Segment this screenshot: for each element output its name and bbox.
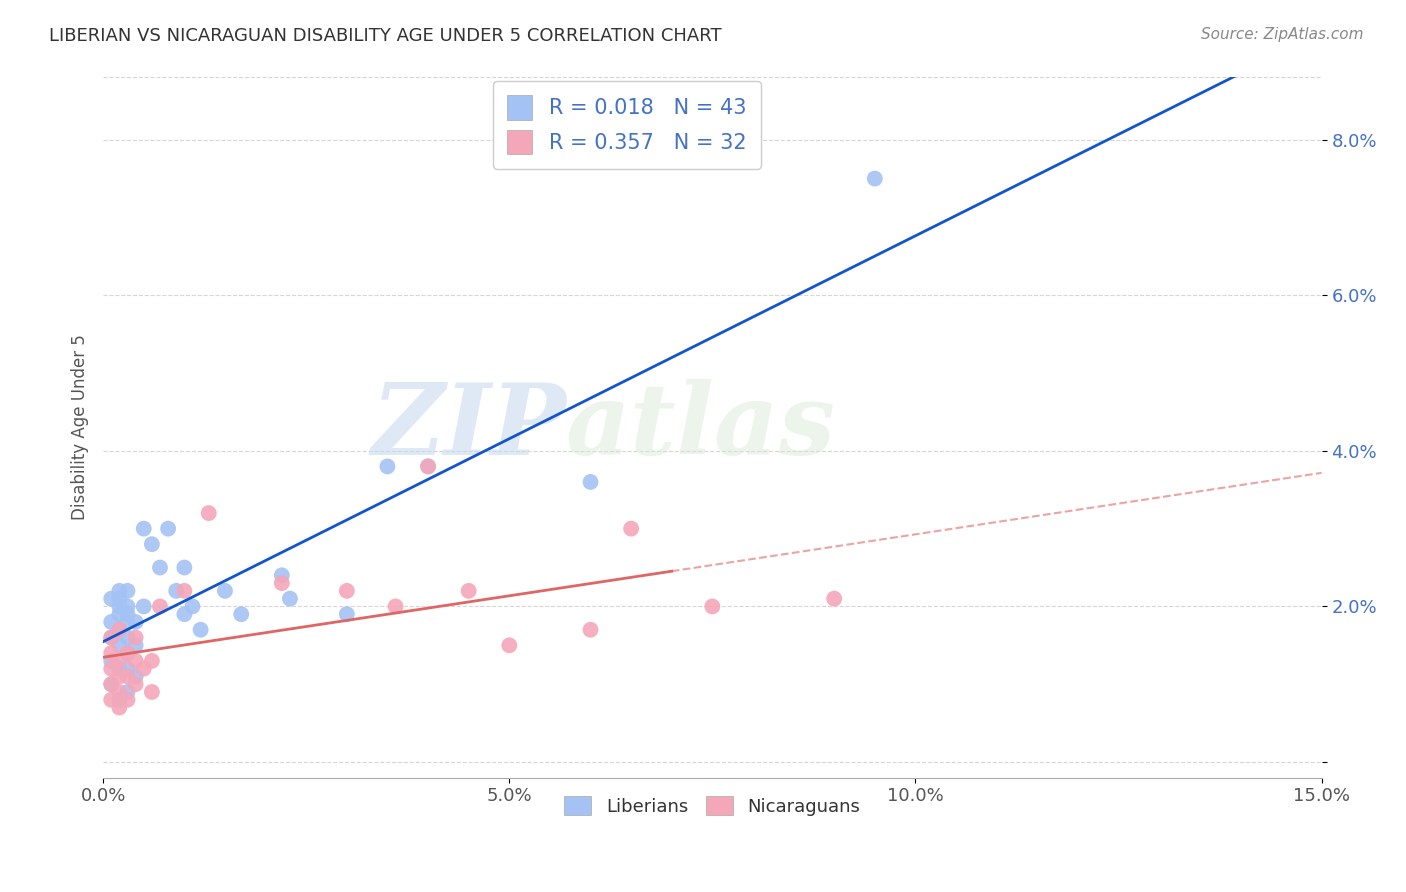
Point: [197, 506, 219, 520]
Point: [270, 568, 292, 582]
Point: [141, 537, 163, 551]
Point: [190, 623, 212, 637]
Point: [100, 677, 122, 691]
Point: [149, 599, 172, 614]
Point: [100, 591, 122, 606]
Point: [863, 171, 886, 186]
Point: [100, 646, 122, 660]
Point: [100, 631, 122, 645]
Point: [132, 522, 155, 536]
Point: [100, 662, 122, 676]
Point: [149, 560, 172, 574]
Point: [108, 623, 131, 637]
Point: [100, 654, 122, 668]
Point: [384, 599, 406, 614]
Point: [117, 669, 139, 683]
Text: ZIP: ZIP: [371, 379, 567, 475]
Text: Source: ZipAtlas.com: Source: ZipAtlas.com: [1201, 27, 1364, 42]
Text: atlas: atlas: [567, 379, 837, 475]
Point: [108, 700, 131, 714]
Point: [117, 607, 139, 622]
Point: [457, 583, 479, 598]
Point: [124, 677, 146, 691]
Point: [100, 615, 122, 629]
Point: [117, 599, 139, 614]
Point: [132, 662, 155, 676]
Point: [165, 583, 187, 598]
Point: [108, 685, 131, 699]
Point: [108, 623, 131, 637]
Point: [416, 459, 439, 474]
Point: [124, 638, 146, 652]
Y-axis label: Disability Age Under 5: Disability Age Under 5: [72, 334, 89, 520]
Point: [108, 599, 131, 614]
Point: [416, 459, 439, 474]
Point: [100, 631, 122, 645]
Point: [117, 615, 139, 629]
Point: [173, 560, 195, 574]
Point: [108, 662, 131, 676]
Point: [100, 677, 122, 691]
Point: [117, 692, 139, 706]
Point: [108, 607, 131, 622]
Point: [108, 654, 131, 668]
Point: [108, 692, 131, 706]
Legend: Liberians, Nicaraguans: Liberians, Nicaraguans: [555, 787, 869, 824]
Point: [498, 638, 520, 652]
Point: [108, 669, 131, 683]
Point: [278, 591, 301, 606]
Point: [117, 583, 139, 598]
Point: [117, 646, 139, 660]
Point: [117, 662, 139, 676]
Point: [117, 631, 139, 645]
Point: [173, 607, 195, 622]
Point: [270, 576, 292, 591]
Point: [377, 459, 399, 474]
Point: [141, 654, 163, 668]
Point: [157, 522, 180, 536]
Point: [108, 591, 131, 606]
Point: [108, 638, 131, 652]
Point: [620, 522, 643, 536]
Point: [702, 599, 724, 614]
Point: [579, 623, 602, 637]
Point: [173, 583, 195, 598]
Point: [141, 685, 163, 699]
Point: [108, 583, 131, 598]
Point: [181, 599, 204, 614]
Point: [124, 615, 146, 629]
Point: [823, 591, 845, 606]
Text: LIBERIAN VS NICARAGUAN DISABILITY AGE UNDER 5 CORRELATION CHART: LIBERIAN VS NICARAGUAN DISABILITY AGE UN…: [49, 27, 721, 45]
Point: [124, 669, 146, 683]
Point: [579, 475, 602, 489]
Point: [132, 599, 155, 614]
Point: [336, 583, 359, 598]
Point: [214, 583, 236, 598]
Point: [124, 654, 146, 668]
Point: [117, 646, 139, 660]
Point: [100, 692, 122, 706]
Point: [231, 607, 253, 622]
Point: [117, 685, 139, 699]
Point: [336, 607, 359, 622]
Point: [124, 631, 146, 645]
